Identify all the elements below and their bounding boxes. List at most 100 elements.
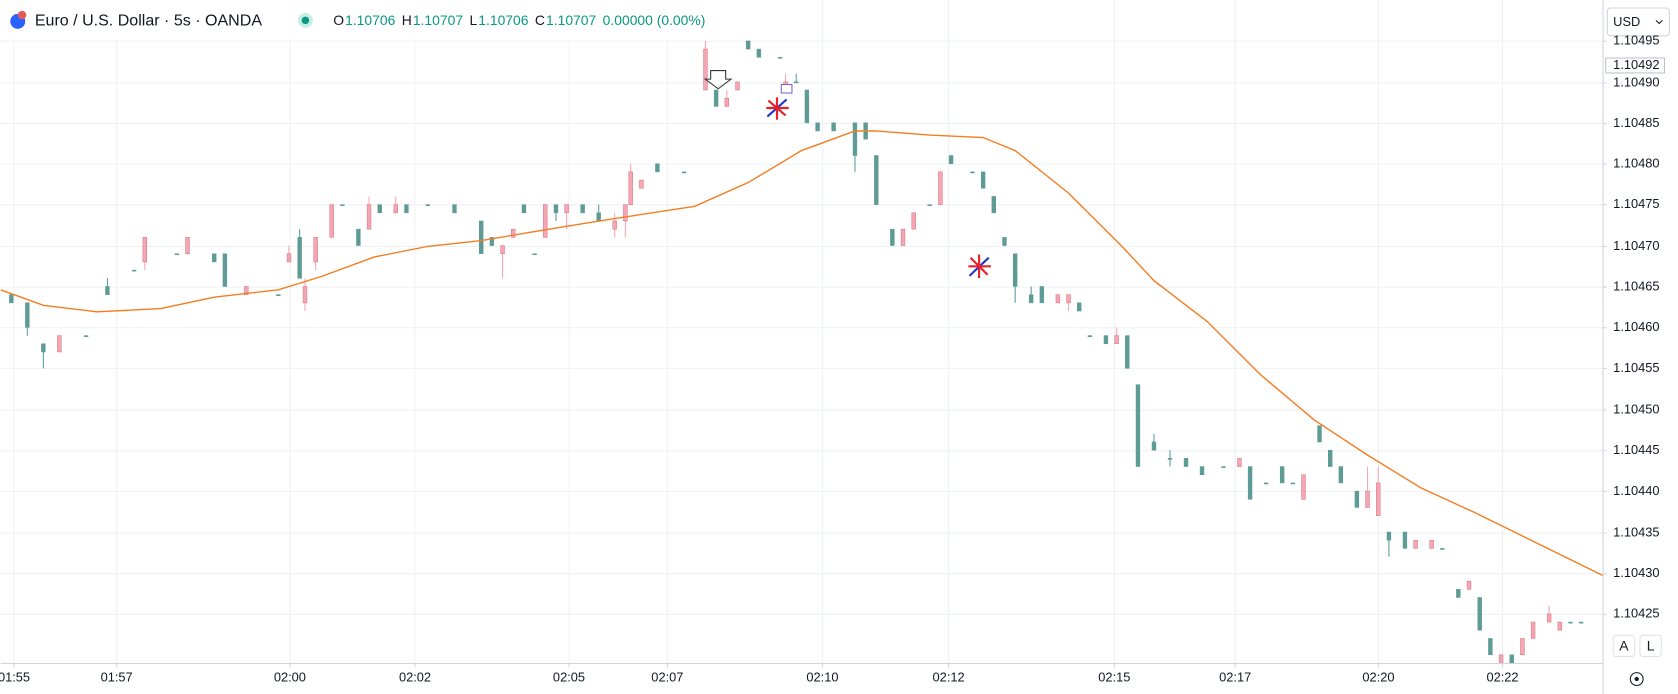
candle-body: [131, 269, 137, 272]
candle-body: [105, 286, 110, 295]
x-tick-label: 02:10: [806, 669, 838, 684]
candle-body: [1477, 597, 1482, 631]
ohlc-value: 1.10707: [546, 12, 596, 28]
last-price-box: [1605, 57, 1665, 74]
candle-body: [1376, 482, 1381, 516]
candle-body: [1338, 466, 1344, 484]
candle-body: [340, 204, 345, 206]
header-bg: [0, 0, 728, 41]
candle-body: [1365, 490, 1370, 508]
y-tick-label: 1.10455: [1613, 360, 1659, 375]
scale-button-label[interactable]: L: [1647, 638, 1655, 654]
candle-body: [1114, 335, 1119, 345]
currency-label[interactable]: USD: [1613, 14, 1640, 29]
last-price-label: 1.10492: [1613, 57, 1659, 72]
candle-body: [1466, 580, 1472, 590]
candle-body: [580, 204, 585, 214]
candle-body: [1301, 474, 1306, 500]
x-tick-label: 02:17: [1219, 669, 1251, 684]
candle-body: [1578, 621, 1584, 624]
candle-body: [724, 97, 730, 107]
candle-body: [404, 204, 409, 214]
candle-body: [479, 220, 484, 255]
candle-body: [628, 171, 633, 205]
y-tick-label: 1.10475: [1613, 196, 1659, 211]
candle-body: [900, 228, 906, 246]
candle-body: [222, 253, 228, 287]
candle-body: [655, 163, 660, 173]
candle-body: [532, 253, 537, 256]
x-tick-label: 01:57: [101, 669, 133, 684]
candle-body: [1354, 490, 1360, 508]
ohlc-key: C: [535, 12, 545, 28]
candle-body: [890, 228, 895, 246]
scale-button-label[interactable]: A: [1619, 638, 1629, 654]
y-tick-label: 1.10430: [1613, 565, 1659, 580]
candle-body: [1530, 621, 1536, 639]
y-tick-label: 1.10470: [1613, 238, 1659, 253]
candle-body: [1290, 482, 1296, 485]
y-tick-label: 1.10495: [1613, 33, 1659, 48]
candle-body: [1413, 539, 1418, 549]
candle-body: [9, 294, 14, 304]
candle-body: [185, 237, 190, 255]
candle-body: [1087, 335, 1093, 337]
y-tick-label: 1.10490: [1613, 74, 1659, 89]
settings-icon[interactable]: [1629, 672, 1644, 686]
candle-body: [1066, 294, 1071, 304]
symbol-icon: [17, 10, 27, 20]
star-marker: [766, 97, 789, 120]
candle-body: [911, 212, 916, 230]
x-tick-label: 02:12: [933, 669, 965, 684]
candle-body: [1028, 294, 1034, 304]
candle-body: [1402, 531, 1408, 549]
candle-body: [1498, 654, 1504, 663]
header: Euro / U.S. Dollar · 5s · OANDA O 1.10706…: [10, 10, 705, 30]
currency-box[interactable]: [1606, 7, 1670, 37]
moving-average: [0, 130, 1603, 577]
candle-body: [1237, 458, 1242, 467]
settings-dot[interactable]: [1634, 676, 1639, 682]
y-tick-label: 1.10450: [1613, 401, 1659, 416]
candle-body: [329, 204, 334, 238]
currency-select[interactable]: USD: [1606, 7, 1670, 37]
scale-button[interactable]: [1639, 634, 1662, 658]
box-icon: [780, 83, 793, 94]
candle-body: [703, 48, 708, 91]
candle-body: [25, 302, 30, 328]
candle-body: [1077, 302, 1082, 312]
candle-body: [852, 122, 858, 156]
y-tick-label: 1.10485: [1613, 115, 1659, 130]
candle-body: [831, 122, 836, 132]
candle-body: [521, 204, 527, 214]
candle-body: [1509, 654, 1514, 663]
symbol-title: Euro / U.S. Dollar · 5s · OANDA: [35, 12, 262, 30]
scale-button[interactable]: [1612, 634, 1636, 658]
chevron[interactable]: [1655, 19, 1663, 25]
x-tick-label: 02:02: [399, 669, 431, 684]
ohlc-key: L: [469, 12, 477, 28]
candle-body: [815, 122, 820, 132]
candle-body: [276, 294, 281, 296]
settings-ring[interactable]: [1629, 672, 1644, 686]
candle-body: [639, 179, 644, 189]
candle-body: [1151, 441, 1157, 451]
y-tick-label: 1.10480: [1613, 156, 1659, 171]
ohlc-key: H: [402, 12, 412, 28]
ohlc-value: 1.10706: [478, 12, 528, 28]
candle-body: [874, 155, 879, 205]
candle-body: [1103, 335, 1109, 345]
candle-body: [1568, 621, 1573, 624]
candle-body: [735, 81, 740, 91]
candle-body: [1263, 482, 1269, 485]
candle-body: [1199, 466, 1205, 476]
candle-body: [1327, 449, 1333, 467]
candle-body: [1520, 638, 1525, 656]
x-tick-label: 02:05: [553, 669, 585, 684]
x-tick-label: 02:15: [1098, 669, 1130, 684]
candle-body: [794, 81, 799, 84]
star-marker: [968, 254, 991, 279]
candle-body: [980, 171, 986, 189]
status-dot: [301, 16, 310, 25]
candle-body: [991, 196, 996, 214]
